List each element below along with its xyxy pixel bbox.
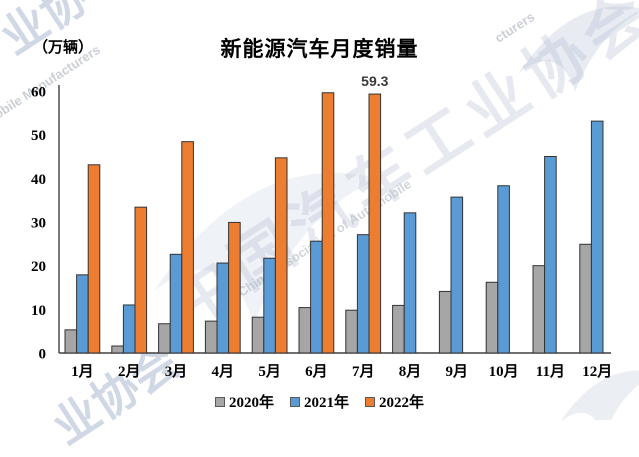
bar-2021年-5月: [263, 257, 276, 354]
bar-chart: 0 10 20 30 40 50 60 1月 2月 3月 4月 5月 6月 7月 8月 9月 10月 11月 12月…: [31, 73, 612, 380]
legend-item-2022年: 2022年: [365, 391, 424, 412]
y-tick-label: 10: [31, 303, 46, 319]
x-category-label: 8月: [399, 363, 422, 380]
bar-2020年-3月: [158, 323, 171, 354]
bar-2020年-4月: [204, 320, 218, 354]
x-category-label: 2月: [118, 363, 141, 380]
legend-item-2020年: 2020年: [214, 391, 274, 412]
bar-2021年-6月: [310, 240, 323, 354]
legend-swatch-icon: [289, 396, 300, 407]
bar-2021年-10月: [497, 185, 510, 354]
bar-2021年-4月: [216, 262, 230, 354]
legend-label: 2021年: [303, 395, 349, 411]
bar-2021年-11月: [544, 156, 557, 354]
legend-item-2021年: 2021年: [289, 391, 349, 412]
bar-2020年-11月: [532, 265, 546, 354]
bar-2021年-12月: [590, 120, 604, 354]
x-category-label: 5月: [258, 363, 281, 380]
bar-2020年-5月: [251, 316, 265, 354]
bar-2022年-6月: [321, 92, 335, 354]
bar-2021年-3月: [169, 253, 183, 354]
legend-swatch-icon: [365, 396, 375, 407]
bar-2022年-1月: [87, 164, 101, 354]
bar-2021年-7月: [356, 234, 370, 354]
bar-2021年-9月: [450, 196, 464, 354]
bar-2020年-2月: [111, 345, 124, 354]
bar-2020年-9月: [438, 290, 452, 354]
bar-2021年-8月: [403, 212, 417, 354]
bar-2021年-1月: [76, 274, 89, 354]
x-category-label: 7月: [352, 363, 375, 380]
bar-2020年-12月: [579, 243, 592, 354]
bar-2022年-3月: [181, 141, 194, 354]
x-category-label: 3月: [165, 363, 188, 380]
x-category-label: 12月: [582, 363, 612, 380]
data-label-annotation: 59.3: [361, 73, 388, 89]
y-tick-label: 30: [31, 216, 46, 232]
x-category-label: 4月: [212, 363, 235, 380]
x-category-label: 11月: [536, 363, 565, 380]
legend-label: 2020年: [228, 395, 274, 411]
y-tick-label: 0: [39, 347, 47, 363]
x-category-label: 6月: [305, 363, 328, 380]
bar-2020年-6月: [298, 307, 312, 354]
bar-2020年-1月: [64, 329, 78, 354]
legend-swatch-icon: [214, 396, 225, 407]
y-tick-label: 20: [31, 259, 46, 275]
y-tick-label: 50: [31, 128, 46, 144]
legend-label: 2022年: [379, 395, 425, 411]
bar-2022年-4月: [228, 221, 241, 354]
bar-2022年-5月: [274, 157, 288, 354]
bar-2020年-7月: [345, 309, 358, 354]
chart-title: 新能源汽车月度销量: [220, 38, 419, 61]
bar-2022年-2月: [134, 206, 148, 354]
y-tick-label: 40: [31, 172, 46, 188]
y-axis-unit-label: （万辆）: [33, 40, 94, 56]
y-tick-label: 60: [31, 85, 46, 101]
x-category-label: 1月: [71, 363, 94, 380]
x-category-label: 9月: [446, 363, 469, 380]
bar-2020年-10月: [485, 281, 499, 354]
bar-2021年-2月: [122, 304, 136, 354]
bar-2022年-7月: [368, 93, 382, 354]
x-category-label: 10月: [489, 363, 519, 380]
bar-2020年-8月: [392, 304, 405, 354]
chart-legend: 2020年 2021年 2022年: [0, 391, 639, 412]
